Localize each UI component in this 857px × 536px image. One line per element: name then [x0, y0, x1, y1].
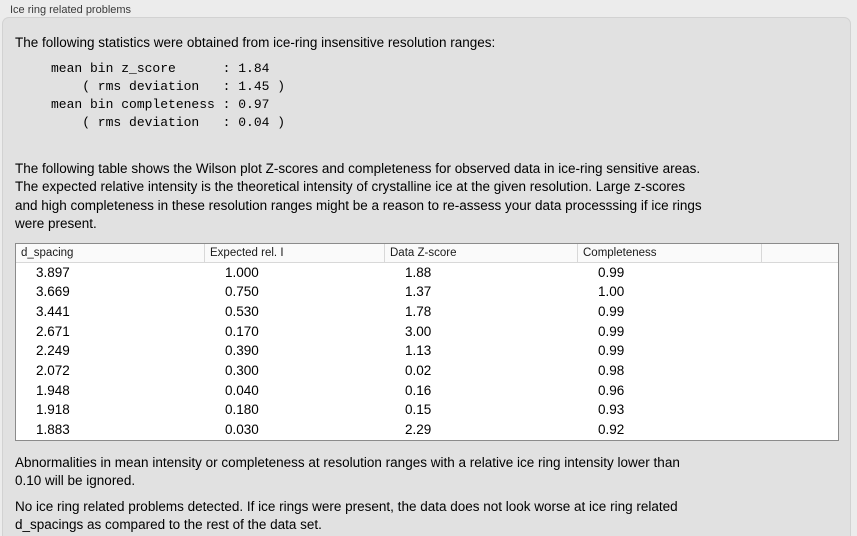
column-header-d-spacing[interactable]: d_spacing	[16, 243, 205, 262]
table-cell: 0.99	[598, 343, 625, 359]
table-cell: 0.99	[598, 264, 625, 280]
ice-ring-panel: The following statistics were obtained f…	[2, 17, 851, 536]
table-intro-paragraph: The following table shows the Wilson plo…	[15, 160, 702, 232]
column-header-data-z-score[interactable]: Data Z-score	[385, 243, 578, 262]
table-cell: 1.78	[405, 303, 432, 319]
ignore-note-paragraph: Abnormalities in mean intensity or compl…	[15, 454, 680, 489]
table-row[interactable]: 3.669 0.750 1.37 1.00	[16, 282, 838, 302]
table-cell: 3.669	[36, 284, 70, 300]
column-header-completeness[interactable]: Completeness	[578, 243, 762, 262]
table-cell: 0.750	[225, 284, 259, 300]
table-cell: 3.897	[36, 264, 70, 280]
table-cell: 0.390	[225, 343, 259, 359]
section-title: Ice ring related problems	[10, 4, 132, 16]
table-row[interactable]: 3.897 1.000 1.88 0.99	[16, 262, 838, 283]
table-row[interactable]: 2.671 0.170 3.00 0.99	[16, 321, 838, 342]
table-cell: 0.96	[598, 382, 625, 398]
table-cell: 0.030	[225, 422, 259, 437]
ice-ring-table: d_spacing Expected rel. I Data Z-score Comp…	[15, 242, 839, 441]
stats-block: mean bin z_score : 1.84 ( rms deviation …	[51, 60, 286, 130]
table-cell: 1.00	[598, 284, 625, 300]
table-row[interactable]: 1.883 0.030 2.29 0.92	[16, 420, 838, 440]
table-cell: 0.93	[598, 402, 625, 418]
table-row[interactable]: 3.441 0.530 1.78 0.99	[16, 301, 838, 322]
table-cell: 0.99	[598, 323, 625, 339]
table-header-row: d_spacing Expected rel. I Data Z-score Comp…	[16, 243, 838, 263]
table-cell: 0.15	[405, 402, 432, 418]
table-cell: 2.29	[405, 422, 432, 437]
table-row[interactable]: 2.249 0.390 1.13 0.99	[16, 341, 838, 361]
table-cell: 2.249	[36, 343, 70, 359]
table-row[interactable]: 1.948 0.040 0.16 0.96	[16, 380, 838, 401]
table-cell: 2.072	[36, 362, 70, 378]
table-cell: 0.530	[225, 303, 259, 319]
column-header-empty[interactable]	[762, 244, 838, 262]
table-cell: 1.948	[36, 382, 70, 398]
column-header-expected-rel-i[interactable]: Expected rel. I	[205, 243, 385, 262]
table-cell: 0.180	[225, 402, 259, 418]
table-cell: 0.92	[598, 422, 625, 437]
table-cell: 1.000	[225, 264, 259, 280]
table-cell: 1.88	[405, 264, 432, 280]
table-cell: 0.16	[405, 382, 432, 398]
table-cell: 1.13	[405, 343, 432, 359]
table-cell: 0.99	[598, 303, 625, 319]
intro-paragraph: The following statistics were obtained f…	[15, 35, 496, 50]
table-cell: 1.918	[36, 402, 70, 418]
table-cell: 0.040	[225, 382, 259, 398]
table-cell: 0.300	[225, 362, 259, 378]
conclusion-paragraph: No ice ring related problems detected. I…	[15, 498, 678, 533]
table-cell: 0.02	[405, 362, 432, 378]
table-body: 3.897 1.000 1.88 0.99 3.669 0.750 1.37 1.00 3.44…	[16, 262, 838, 440]
table-cell: 3.441	[36, 303, 70, 319]
table-cell: 0.170	[225, 323, 259, 339]
table-cell: 3.00	[405, 323, 432, 339]
table-row[interactable]: 1.918 0.180 0.15 0.93	[16, 400, 838, 420]
table-cell: 2.671	[36, 323, 70, 339]
table-cell: 1.883	[36, 422, 70, 437]
table-row[interactable]: 2.072 0.300 0.02 0.98	[16, 360, 838, 381]
table-cell: 0.98	[598, 362, 625, 378]
table-cell: 1.37	[405, 284, 432, 300]
